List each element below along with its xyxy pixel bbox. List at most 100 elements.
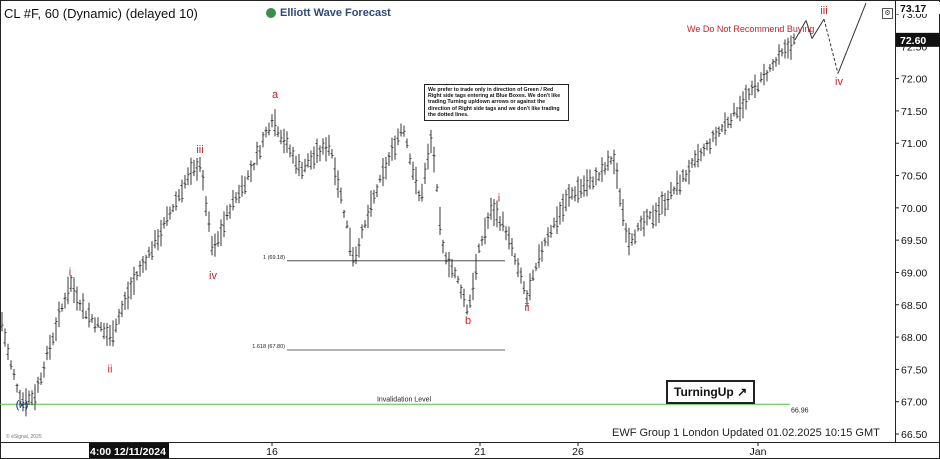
ohlc-bar	[405, 138, 409, 149]
ohlc-bar	[477, 243, 481, 254]
ohlc-bar	[165, 206, 169, 226]
price-tick-label: 69.00	[901, 267, 927, 279]
ohlc-bar	[15, 383, 19, 393]
ohlc-bar	[486, 212, 490, 229]
ohlc-bar	[366, 204, 370, 229]
ohlc-bar	[213, 233, 217, 257]
ohlc-bar	[261, 131, 265, 148]
ohlc-bar	[519, 267, 523, 284]
ohlc-bar	[117, 308, 121, 325]
price-tick-label: 69.50	[901, 235, 927, 247]
ohlc-bar	[174, 191, 178, 211]
time-start-badge	[89, 443, 169, 458]
gear-icon[interactable]: ⚙	[882, 8, 893, 19]
turning-up-badge: TurningUp ↗	[666, 380, 756, 404]
ohlc-bar	[189, 157, 193, 185]
ohlc-bar	[465, 304, 469, 315]
trading-advice-note: We prefer to trade only in direction of …	[424, 84, 569, 122]
ohlc-bar	[624, 222, 628, 243]
ohlc-bar	[525, 290, 529, 307]
ohlc-bar	[561, 193, 565, 222]
ohlc-bar	[615, 162, 619, 189]
ohlc-bar	[120, 300, 124, 318]
ohlc-bar	[207, 211, 211, 232]
ohlc-bar	[186, 167, 190, 186]
ohlc-bar	[660, 191, 664, 215]
ohlc-bar	[339, 187, 343, 204]
ohlc-bar	[735, 106, 739, 119]
wave-label: i	[69, 267, 71, 279]
ohlc-bar	[144, 254, 148, 271]
projection-segment	[794, 20, 807, 41]
time-tick-label: Jan	[750, 446, 767, 458]
ohlc-bar	[114, 318, 118, 333]
ohlc-bar	[522, 281, 526, 295]
ohlc-bar	[36, 376, 40, 393]
ohlc-bar	[546, 227, 550, 247]
ohlc-bar	[240, 175, 244, 197]
ohlc-bar	[645, 208, 649, 226]
ohlc-bar	[417, 190, 421, 202]
ohlc-bar	[630, 233, 634, 246]
ohlc-bar	[45, 345, 49, 361]
ohlc-bar	[447, 252, 451, 278]
ohlc-bar	[105, 322, 109, 346]
price-tick-label: 71.00	[901, 138, 927, 150]
ohlc-bar	[177, 188, 181, 202]
ohlc-bar	[501, 211, 505, 232]
ohlc-bar	[390, 137, 394, 161]
ohlc-bar	[156, 229, 160, 251]
ohlc-bar	[705, 140, 709, 151]
ohlc-bar	[258, 145, 262, 160]
ohlc-bar	[9, 360, 13, 370]
ohlc-bar	[63, 292, 67, 309]
ohlc-bar	[603, 162, 607, 175]
wave-label: iv	[835, 76, 843, 88]
ohlc-bar	[414, 166, 418, 195]
ohlc-bar	[765, 70, 769, 82]
arrow-up-right-icon: ↗	[737, 385, 748, 399]
ohlc-bar	[480, 235, 484, 246]
ohlc-bar	[159, 219, 163, 247]
ohlc-bar	[657, 197, 661, 223]
wave-label: ii	[108, 364, 113, 376]
ohlc-bar	[72, 277, 76, 304]
chart-title: CL #F, 60 (Dynamic) (delayed 10)	[4, 6, 198, 21]
update-footer: EWF Group 1 London Updated 01.02.2025 10…	[612, 427, 880, 439]
ohlc-bar	[555, 206, 559, 235]
ohlc-bar	[597, 172, 601, 182]
ohlc-bar	[726, 116, 730, 129]
ohlc-bar	[18, 389, 22, 407]
ohlc-bar	[357, 238, 361, 258]
ohlc-bar	[27, 390, 31, 406]
ohlc-bar	[372, 189, 376, 204]
brand-logo: Elliott Wave Forecast	[266, 7, 391, 19]
ohlc-bar	[600, 157, 604, 183]
ohlc-bar	[606, 150, 610, 171]
ohlc-bar	[750, 80, 754, 96]
ohlc-bar	[51, 332, 55, 346]
ohlc-bar	[663, 193, 667, 217]
ohlc-bar	[759, 72, 763, 83]
ohlc-bar	[360, 224, 364, 239]
ohlc-bar	[675, 170, 679, 195]
current-price-badge	[896, 32, 940, 47]
ohlc-bar	[66, 276, 70, 305]
ohlc-bar	[87, 302, 91, 328]
top-price-label: 73.17	[900, 3, 926, 15]
ohlc-bar	[420, 183, 424, 202]
ohlc-bar	[636, 222, 640, 232]
ohlc-bar	[642, 211, 646, 237]
wave-label: iii	[196, 144, 203, 156]
ohlc-bar	[435, 184, 439, 192]
ohlc-bar	[192, 159, 196, 177]
ohlc-bar	[627, 227, 631, 256]
ohlc-bar	[774, 56, 778, 67]
ohlc-bar	[585, 169, 589, 197]
ohlc-bar	[282, 128, 286, 154]
ohlc-bar	[789, 35, 793, 60]
ohlc-bar	[783, 39, 787, 59]
ohlc-bar	[333, 157, 337, 186]
projection-segment	[837, 2, 867, 74]
